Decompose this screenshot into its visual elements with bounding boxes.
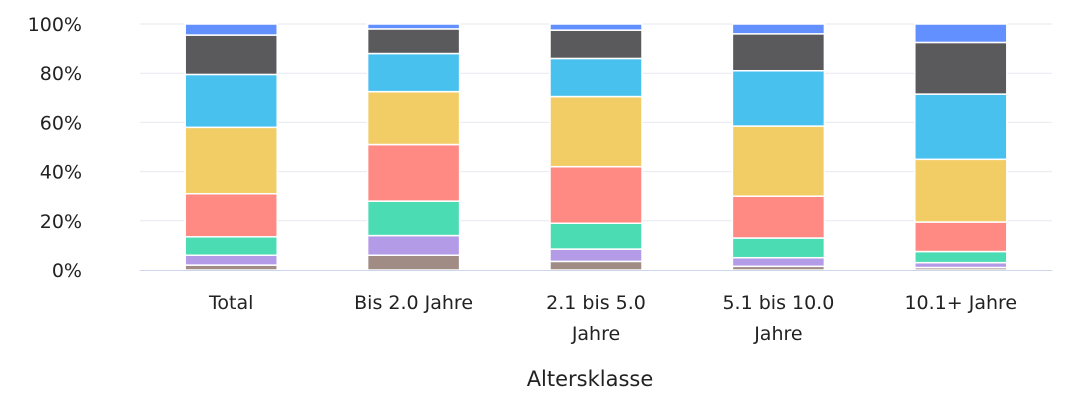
bar-segment — [731, 237, 826, 259]
bar-segment — [184, 23, 278, 36]
x-tick-label: Total — [208, 292, 253, 314]
bar-segment — [731, 256, 826, 268]
bar-segment — [549, 248, 643, 263]
x-tick-label-line: 2.1 bis 5.0 — [546, 292, 646, 314]
bar-segment — [731, 195, 826, 239]
y-tick-label: 40% — [40, 162, 82, 184]
y-tick-label: 20% — [40, 211, 82, 233]
bar-segment — [914, 158, 1008, 223]
x-tick-label-line: Bis 2.0 Jahre — [354, 292, 473, 314]
bar-segment — [549, 222, 643, 250]
bar-segment — [549, 260, 643, 271]
bar-segment — [731, 23, 826, 35]
y-tick-label: 100% — [28, 14, 82, 36]
bar-segment — [731, 69, 826, 127]
bar-segment — [549, 95, 643, 168]
x-axis-title: Altersklasse — [527, 367, 654, 391]
bar-segment — [366, 200, 461, 237]
bar-segment — [914, 41, 1008, 95]
bar-stack — [366, 23, 461, 271]
bar-segment — [549, 57, 643, 98]
bar-segment — [366, 254, 461, 271]
x-tick-label: 5.1 bis 10.0 Jahre — [722, 292, 834, 345]
bar-segment — [549, 29, 643, 60]
y-tick-label: 0% — [52, 260, 82, 282]
bar-segment — [914, 250, 1008, 264]
bar-segment — [914, 221, 1008, 253]
bar-segment — [184, 236, 278, 256]
x-tick-label-line: Total — [208, 292, 253, 314]
bar-segment — [914, 23, 1008, 44]
bar-segment — [366, 23, 461, 30]
bar-stack — [184, 23, 278, 271]
bar-segment — [549, 23, 643, 31]
bar-stack — [914, 23, 1008, 271]
x-tick-label-line: 5.1 bis 10.0 — [722, 292, 834, 314]
y-tick-label: 80% — [40, 63, 82, 85]
x-tick-label-line: Jahre — [571, 323, 620, 345]
bar-segment — [184, 34, 278, 76]
bar-segment — [184, 192, 278, 238]
x-tick-label-line: 10.1+ Jahre — [904, 292, 1017, 314]
bar-stacks — [184, 23, 1008, 271]
bar-segment — [366, 52, 461, 93]
bar-segment — [366, 90, 461, 146]
x-tick-label: Bis 2.0 Jahre — [354, 292, 473, 314]
bar-segment — [184, 73, 278, 129]
bar-segment — [731, 33, 826, 72]
bar-segment — [731, 125, 826, 197]
bar-segment — [184, 126, 278, 195]
y-axis-tick-labels: 0% 20% 40% 60% 80% 100% — [28, 14, 82, 282]
x-tick-label: 2.1 bis 5.0 Jahre — [546, 292, 646, 345]
bar-segment — [914, 93, 1008, 161]
bar-segment — [366, 234, 461, 256]
x-tick-label: 10.1+ Jahre — [904, 292, 1017, 314]
x-tick-label-line: Jahre — [753, 323, 802, 345]
bar-stack — [731, 23, 826, 271]
bar-segment — [366, 28, 461, 55]
y-tick-label: 60% — [40, 112, 82, 134]
bar-segment — [549, 165, 643, 225]
bar-stack — [549, 23, 643, 271]
bar-segment — [184, 254, 278, 266]
bar-segment — [366, 143, 461, 202]
